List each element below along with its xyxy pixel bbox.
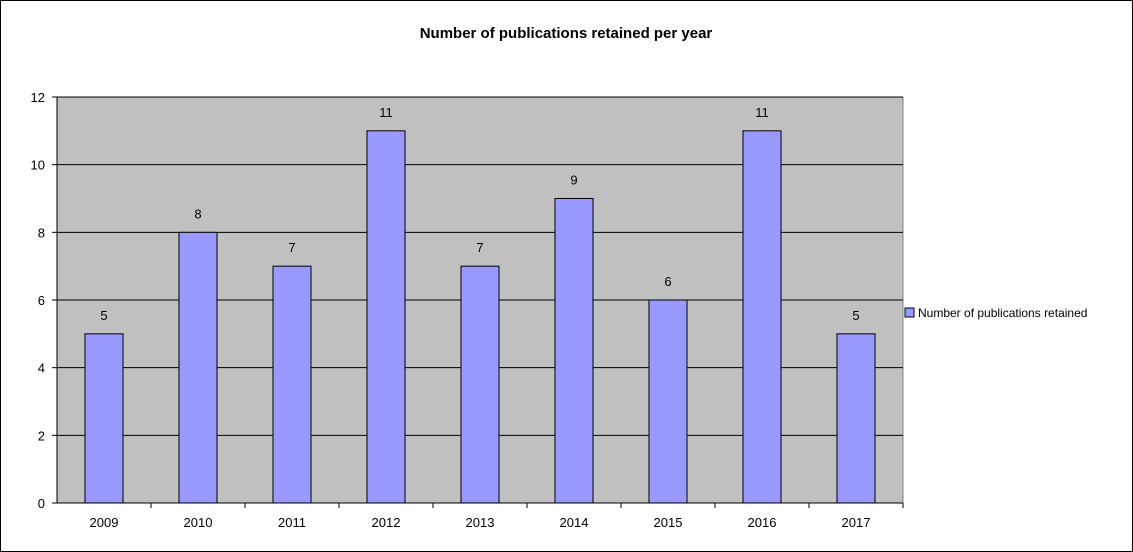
y-tick-label: 8 [38,225,45,240]
bar [648,299,688,504]
data-label: 7 [476,240,483,255]
legend-swatch [904,307,915,318]
bar [554,198,594,504]
bar [460,265,500,504]
bar [836,333,876,504]
y-tick-label: 12 [31,90,45,105]
data-label: 5 [852,308,859,323]
axes: 0 2 4 6 8 10 12 2009 2010 2011 2012 2013 2014 2015 201… [31,90,904,530]
data-label: 8 [194,206,201,221]
bar [84,333,124,504]
data-label: 6 [664,274,671,289]
y-tick-label: 0 [38,496,45,511]
data-label: 11 [755,105,769,120]
y-tick-label: 10 [31,158,45,173]
bar [272,265,312,504]
x-tick-label: 2009 [90,515,119,530]
x-tick-label: 2012 [372,515,401,530]
x-tick-label: 2017 [842,515,871,530]
data-label: 7 [288,240,295,255]
data-label: 11 [379,105,393,120]
x-tick-label: 2010 [184,515,213,530]
x-tick-label: 2013 [466,515,495,530]
y-tick-label: 4 [38,361,45,376]
bars: 5 8 7 11 7 9 6 11 5 [84,105,876,504]
bar [742,130,782,504]
legend: Number of publications retained [904,306,1087,320]
chart-title: Number of publications retained per year [420,25,713,42]
x-tick-label: 2016 [748,515,777,530]
y-tick-label: 2 [38,428,45,443]
data-label: 5 [100,308,107,323]
y-tick-label: 6 [38,293,45,308]
data-label: 9 [570,173,577,188]
legend-label: Number of publications retained [918,306,1087,320]
bar [178,231,218,504]
x-tick-label: 2014 [560,515,589,530]
x-tick-label: 2015 [654,515,683,530]
bar [366,130,406,504]
x-tick-label: 2011 [278,515,306,530]
